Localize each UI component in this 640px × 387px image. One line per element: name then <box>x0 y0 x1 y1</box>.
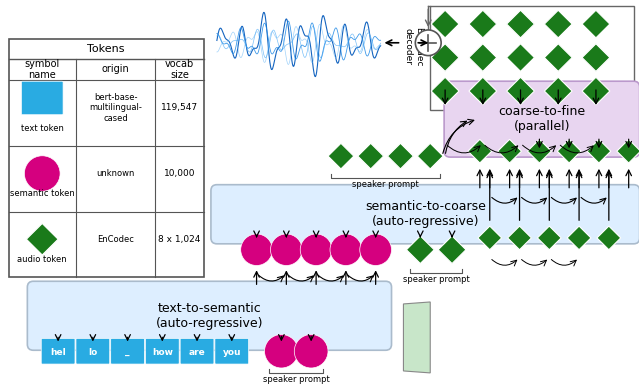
FancyBboxPatch shape <box>444 81 639 157</box>
Circle shape <box>24 156 60 191</box>
Text: Tokens: Tokens <box>88 44 125 54</box>
Text: how: how <box>152 348 173 357</box>
FancyBboxPatch shape <box>76 338 109 364</box>
Text: speaker prompt: speaker prompt <box>263 375 330 384</box>
Polygon shape <box>469 10 497 38</box>
Bar <box>8 39 204 277</box>
Text: you: you <box>223 348 241 357</box>
Polygon shape <box>431 77 459 105</box>
FancyBboxPatch shape <box>145 338 179 364</box>
Polygon shape <box>406 236 434 264</box>
Text: semantic token: semantic token <box>10 189 75 198</box>
Polygon shape <box>617 139 640 163</box>
Polygon shape <box>587 139 611 163</box>
FancyBboxPatch shape <box>180 338 214 364</box>
Polygon shape <box>438 236 466 264</box>
Text: 119,547: 119,547 <box>161 103 198 112</box>
FancyBboxPatch shape <box>215 338 248 364</box>
Polygon shape <box>582 44 610 71</box>
Polygon shape <box>328 143 354 169</box>
Text: text token: text token <box>21 123 63 133</box>
Text: text-to-semantic
(auto-regressive): text-to-semantic (auto-regressive) <box>156 302 263 330</box>
Polygon shape <box>582 10 610 38</box>
Polygon shape <box>417 143 443 169</box>
Text: _: _ <box>125 348 130 357</box>
Text: hel: hel <box>51 348 66 357</box>
Polygon shape <box>567 226 591 250</box>
FancyBboxPatch shape <box>211 185 639 244</box>
Polygon shape <box>431 10 459 38</box>
FancyBboxPatch shape <box>28 281 392 350</box>
Polygon shape <box>507 44 534 71</box>
Polygon shape <box>545 10 572 38</box>
Polygon shape <box>26 223 58 255</box>
Text: 8 x 1,024: 8 x 1,024 <box>159 235 201 244</box>
Polygon shape <box>507 77 534 105</box>
Polygon shape <box>388 143 413 169</box>
Polygon shape <box>545 44 572 71</box>
FancyBboxPatch shape <box>21 81 63 115</box>
Text: EnCodec: EnCodec <box>97 235 134 244</box>
Polygon shape <box>527 139 551 163</box>
Text: unknown: unknown <box>97 169 135 178</box>
Text: 10,000: 10,000 <box>164 169 195 178</box>
Text: EnCodec
decoder: EnCodec decoder <box>404 27 423 67</box>
Text: symbol
name: symbol name <box>24 58 60 80</box>
FancyBboxPatch shape <box>111 338 145 364</box>
Text: bert-base-
multilingual-
cased: bert-base- multilingual- cased <box>89 93 142 123</box>
Circle shape <box>300 234 332 265</box>
Polygon shape <box>582 77 610 105</box>
Polygon shape <box>403 302 430 373</box>
Polygon shape <box>545 77 572 105</box>
Polygon shape <box>507 10 534 38</box>
Polygon shape <box>597 226 621 250</box>
Bar <box>430 6 634 110</box>
Text: coarse-to-fine
(parallel): coarse-to-fine (parallel) <box>499 105 586 133</box>
Circle shape <box>330 234 362 265</box>
Polygon shape <box>478 226 502 250</box>
Polygon shape <box>469 44 497 71</box>
Polygon shape <box>469 77 497 105</box>
Text: speaker prompt: speaker prompt <box>403 276 470 284</box>
Text: vocab
size: vocab size <box>165 58 195 80</box>
FancyBboxPatch shape <box>41 338 75 364</box>
Text: speaker prompt: speaker prompt <box>352 180 419 189</box>
Polygon shape <box>508 226 531 250</box>
Circle shape <box>360 234 392 265</box>
Polygon shape <box>498 139 522 163</box>
Circle shape <box>264 334 298 368</box>
Circle shape <box>271 234 302 265</box>
Polygon shape <box>557 139 581 163</box>
Circle shape <box>415 30 441 56</box>
Circle shape <box>294 334 328 368</box>
Polygon shape <box>538 226 561 250</box>
Polygon shape <box>431 44 459 71</box>
Text: origin: origin <box>102 64 129 74</box>
Polygon shape <box>358 143 383 169</box>
Text: lo: lo <box>88 348 97 357</box>
Polygon shape <box>468 139 492 163</box>
Text: are: are <box>189 348 205 357</box>
Circle shape <box>241 234 273 265</box>
Text: semantic-to-coarse
(auto-regressive): semantic-to-coarse (auto-regressive) <box>365 200 486 228</box>
Text: audio token: audio token <box>17 255 67 264</box>
